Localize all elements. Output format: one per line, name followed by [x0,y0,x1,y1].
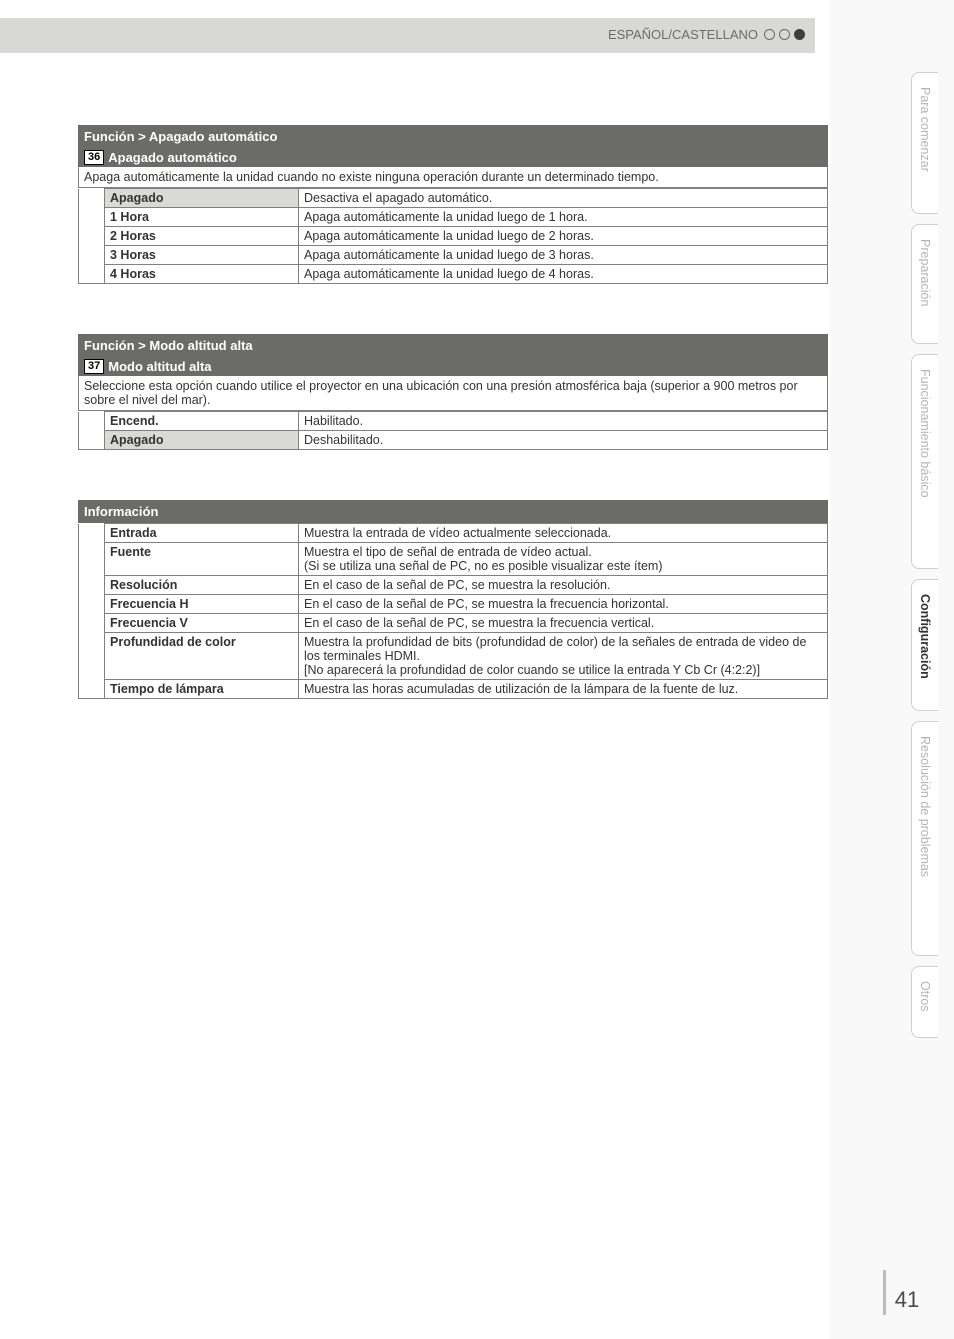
side-tab[interactable]: Configuración [911,579,938,711]
row-key: Fuente [105,543,299,576]
section-auto-off: Función > Apagado automático 36 Apagado … [78,125,828,284]
row-key: 2 Horas [105,227,299,246]
row-value: Deshabilitado. [299,431,828,450]
row-value: Muestra la profundidad de bits (profundi… [299,633,828,680]
side-tab[interactable]: Otros [911,966,938,1038]
row-spacer [79,189,105,208]
side-tab[interactable]: Preparación [911,224,938,344]
row-key: Resolución [105,576,299,595]
row-spacer [79,208,105,227]
row-spacer [79,595,105,614]
section-breadcrumb: Función > Modo altitud alta [78,334,828,357]
row-key: Profundidad de color [105,633,299,680]
row-value: Apaga automáticamente la unidad luego de… [299,246,828,265]
page-number: 41 [883,1270,928,1315]
table-row: Profundidad de colorMuestra la profundid… [79,633,828,680]
options-table: EntradaMuestra la entrada de vídeo actua… [78,523,828,699]
table-row: ApagadoDeshabilitado. [79,431,828,450]
table-row: 1 HoraApaga automáticamente la unidad lu… [79,208,828,227]
table-row: 4 HorasApaga automáticamente la unidad l… [79,265,828,284]
row-value: Muestra la entrada de vídeo actualmente … [299,524,828,543]
top-bar: ESPAÑOL/CASTELLANO [0,18,815,53]
row-value: Muestra el tipo de señal de entrada de v… [299,543,828,576]
section-breadcrumb: Función > Apagado automático [78,125,828,148]
row-value: Muestra las horas acumuladas de utilizac… [299,680,828,699]
row-spacer [79,543,105,576]
content-area: ESPAÑOL/CASTELLANO Función > Apagado aut… [0,0,830,1339]
row-value: Apaga automáticamente la unidad luego de… [299,208,828,227]
row-value: En el caso de la señal de PC, se muestra… [299,614,828,633]
row-spacer [79,524,105,543]
row-spacer [79,227,105,246]
dot-icon [764,29,775,40]
table-row: FuenteMuestra el tipo de señal de entrad… [79,543,828,576]
row-key: Apagado [105,431,299,450]
row-spacer [79,680,105,699]
side-tab[interactable]: Funcionamiento básico [911,354,938,569]
section-title: Apagado automático [108,150,237,165]
page: ESPAÑOL/CASTELLANO Función > Apagado aut… [0,0,954,1339]
table-row: EntradaMuestra la entrada de vídeo actua… [79,524,828,543]
language-label: ESPAÑOL/CASTELLANO [608,27,805,42]
side-tab[interactable]: Resolución de problemas [911,721,938,956]
row-spacer [79,614,105,633]
row-value: En el caso de la señal de PC, se muestra… [299,595,828,614]
row-key: Apagado [105,189,299,208]
row-value: Apaga automáticamente la unidad luego de… [299,227,828,246]
options-table: Encend.Habilitado.ApagadoDeshabilitado. [78,411,828,450]
side-tab[interactable]: Para comenzar [911,72,938,214]
row-key: Frecuencia V [105,614,299,633]
page-dots [764,29,805,40]
row-spacer [79,431,105,450]
section-title: Modo altitud alta [108,359,211,374]
section-number: 37 [84,359,104,374]
row-key: Entrada [105,524,299,543]
row-key: Frecuencia H [105,595,299,614]
dot-icon [794,29,805,40]
table-row: ResoluciónEn el caso de la señal de PC, … [79,576,828,595]
row-key: 4 Horas [105,265,299,284]
row-value: Desactiva el apagado automático. [299,189,828,208]
language-text: ESPAÑOL/CASTELLANO [608,27,758,42]
section-information: Información EntradaMuestra la entrada de… [78,500,828,699]
section-description: Apaga automáticamente la unidad cuando n… [78,167,828,188]
row-value: En el caso de la señal de PC, se muestra… [299,576,828,595]
row-spacer [79,576,105,595]
table-row: ApagadoDesactiva el apagado automático. [79,189,828,208]
row-value: Habilitado. [299,412,828,431]
table-row: 3 HorasApaga automáticamente la unidad l… [79,246,828,265]
dot-icon [779,29,790,40]
table-row: 2 HorasApaga automáticamente la unidad l… [79,227,828,246]
row-key: Tiempo de lámpara [105,680,299,699]
row-value: Apaga automáticamente la unidad luego de… [299,265,828,284]
section-subheader: 36 Apagado automático [78,148,828,167]
row-key: Encend. [105,412,299,431]
table-row: Encend.Habilitado. [79,412,828,431]
section-high-altitude: Función > Modo altitud alta 37 Modo alti… [78,334,828,450]
table-row: Frecuencia VEn el caso de la señal de PC… [79,614,828,633]
main-content: Función > Apagado automático 36 Apagado … [78,125,828,749]
section-subheader: 37 Modo altitud alta [78,357,828,376]
options-table: ApagadoDesactiva el apagado automático.1… [78,188,828,284]
side-tabs: Para comenzar Preparación Funcionamiento b… [839,72,954,1302]
section-number: 36 [84,150,104,165]
row-spacer [79,412,105,431]
table-row: Tiempo de lámparaMuestra las horas acumu… [79,680,828,699]
section-breadcrumb: Información [78,500,828,523]
row-key: 1 Hora [105,208,299,227]
table-row: Frecuencia HEn el caso de la señal de PC… [79,595,828,614]
row-spacer [79,265,105,284]
row-spacer [79,633,105,680]
row-spacer [79,246,105,265]
row-key: 3 Horas [105,246,299,265]
section-description: Seleccione esta opción cuando utilice el… [78,376,828,411]
